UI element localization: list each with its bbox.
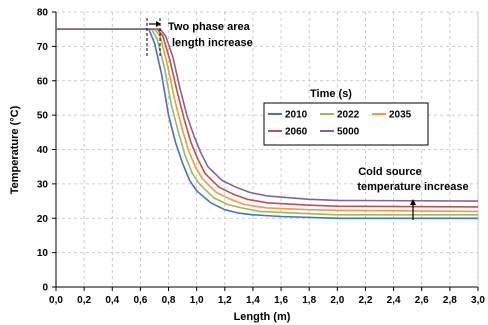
y-tick-label: 20 [37, 214, 49, 225]
cold-source-arrowhead [410, 199, 416, 205]
legend-label-2060: 2060 [285, 127, 308, 138]
x-tick-label: 0,6 [133, 295, 147, 306]
x-tick-label: 0,4 [105, 295, 119, 306]
x-tick-label: 2,0 [330, 295, 344, 306]
two-phase-arrowhead [156, 21, 161, 27]
series-line-2060 [56, 28, 479, 208]
y-tick-label: 50 [37, 111, 49, 122]
x-tick-label: 2,4 [387, 295, 401, 306]
cold-source-annotation: Cold source temperature increase [357, 166, 469, 220]
y-tick-label: 60 [37, 76, 49, 87]
x-tick-label: 0,2 [77, 295, 91, 306]
y-tick-label: 70 [37, 42, 49, 53]
series-line-2022 [56, 28, 478, 216]
y-axis-label: Temperature (°C) [9, 105, 21, 194]
x-axis-label: Length (m) [234, 311, 291, 323]
x-tick-label: 0,8 [162, 295, 176, 306]
legend-title: Time (s) [310, 88, 352, 100]
series-lines [56, 28, 479, 220]
x-tick-label: 2,2 [359, 295, 373, 306]
series-line-5000 [56, 28, 479, 202]
x-tick-labels: 0,0 0,2 0,4 0,6 0,8 1,0 1,2 1,4 1,6 1,8 2,0 2,2 2,4 2… [49, 295, 485, 306]
x-tick-label: 3,0 [471, 295, 485, 306]
legend-items: 2010 2022 2035 2060 5000 [268, 110, 412, 138]
two-phase-text-2: length increase [172, 37, 253, 49]
series-line-2010 [56, 28, 478, 220]
x-tick-label: 0,0 [49, 295, 63, 306]
y-tick-label: 80 [37, 8, 49, 19]
x-tick-label: 2,8 [443, 295, 457, 306]
cold-source-text-1: Cold source [358, 166, 422, 178]
legend-label-2010: 2010 [285, 110, 308, 121]
y-tick-label: 10 [37, 248, 49, 259]
two-phase-annotation: Two phase area length increase [146, 18, 253, 58]
cold-source-text-2: temperature increase [357, 181, 468, 193]
legend-label-5000: 5000 [337, 127, 360, 138]
y-tick-label: 30 [37, 179, 49, 190]
x-tick-label: 1,6 [274, 295, 288, 306]
grid [55, 11, 479, 288]
y-tick-label: 40 [37, 145, 49, 156]
x-tick-label: 1,8 [302, 295, 316, 306]
x-tick-label: 2,6 [415, 295, 429, 306]
legend-label-2022: 2022 [337, 110, 360, 121]
legend: 2010 2022 2035 2060 5000 [263, 102, 429, 146]
x-tick-label: 1,0 [190, 295, 204, 306]
x-tick-label: 1,4 [246, 295, 260, 306]
two-phase-text-1: Two phase area [168, 21, 251, 33]
y-tick-label: 0 [42, 283, 48, 294]
legend-box [263, 102, 429, 146]
legend-label-2035: 2035 [389, 110, 412, 121]
x-tick-label: 1,2 [218, 295, 232, 306]
y-tick-labels: 0 10 20 30 40 50 60 70 80 [37, 8, 49, 294]
axes [52, 11, 479, 291]
series-line-2035 [56, 28, 479, 213]
